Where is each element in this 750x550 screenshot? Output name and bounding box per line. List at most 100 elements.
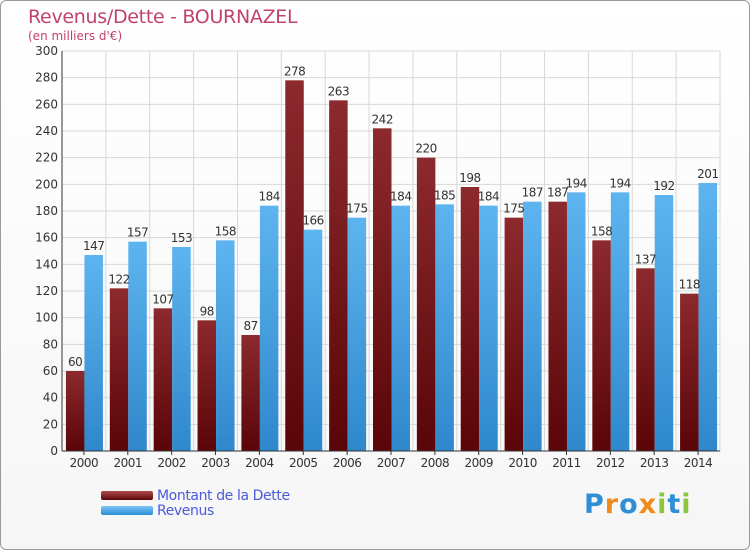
- x-tick-label: 2012: [596, 456, 625, 470]
- x-tick-label: 2005: [289, 456, 318, 470]
- y-tick-label: 60: [43, 364, 58, 378]
- data-label-revenus: 194: [609, 176, 630, 190]
- y-tick-label: 140: [35, 257, 58, 271]
- bar-debt: [241, 335, 260, 451]
- data-label-revenus: 201: [697, 167, 718, 181]
- data-label-debt: 263: [328, 84, 349, 98]
- data-label-debt: 278: [284, 64, 305, 78]
- bar-revenus: [566, 192, 586, 452]
- logo-letter: t: [667, 489, 682, 520]
- bar-revenus: [435, 204, 454, 451]
- data-label-debt: 187: [547, 186, 568, 200]
- data-label-debt: 198: [459, 171, 480, 185]
- data-label-debt: 60: [68, 355, 82, 369]
- bar-revenus: [523, 201, 542, 451]
- y-tick-label: 280: [35, 71, 58, 85]
- bar-revenus: [391, 205, 410, 451]
- chart-subtitle: (en milliers d'€): [28, 29, 123, 43]
- logo-letter: x: [638, 489, 658, 520]
- y-tick-label: 80: [43, 337, 58, 351]
- x-tick-label: 2010: [508, 456, 537, 470]
- data-label-revenus: 147: [83, 239, 104, 253]
- data-label-revenus: 194: [566, 176, 587, 190]
- y-tick-label: 180: [35, 204, 58, 218]
- label-layer: 60 147 122 157 107 153 98 158 87 184 278 166 263 175 2…: [68, 64, 719, 369]
- bar-revenus: [698, 183, 718, 451]
- bar-layer: [65, 80, 718, 452]
- legend-label-debt: Montant de la Dette: [157, 487, 290, 504]
- x-tick-label: 2002: [157, 456, 186, 470]
- bar-debt: [373, 128, 392, 451]
- axis-layer: 0 20 40 60 80 100 120 140 160 180 200 220 240 260 280 3…: [35, 44, 720, 470]
- bar-debt: [680, 293, 699, 451]
- bar-revenus: [84, 255, 103, 451]
- data-label-debt: 158: [591, 224, 612, 238]
- logo-letter: i: [657, 489, 668, 520]
- data-label-revenus: 175: [346, 202, 367, 216]
- x-tick-label: 2000: [70, 456, 99, 470]
- data-label-debt: 175: [503, 202, 524, 216]
- bar-debt: [153, 308, 173, 451]
- y-tick-label: 40: [43, 391, 58, 405]
- bar-debt: [329, 100, 348, 451]
- x-tick-label: 2009: [464, 456, 493, 470]
- bar-debt: [592, 240, 611, 451]
- bar-revenus: [654, 195, 674, 451]
- x-tick-label: 2014: [684, 456, 713, 470]
- data-label-revenus: 184: [478, 190, 499, 204]
- data-label-revenus: 192: [653, 179, 674, 193]
- data-label-debt: 118: [679, 278, 700, 292]
- data-label-revenus: 185: [434, 188, 455, 202]
- data-label-debt: 242: [372, 112, 393, 126]
- bar-debt: [636, 268, 655, 451]
- logo-letter: i: [681, 489, 692, 520]
- x-tick-label: 2003: [201, 456, 230, 470]
- data-label-debt: 107: [152, 292, 173, 306]
- bar-revenus: [479, 205, 498, 451]
- bar-debt: [416, 157, 436, 451]
- data-label-debt: 220: [415, 142, 436, 156]
- y-tick-label: 20: [43, 417, 58, 431]
- data-label-debt: 87: [244, 319, 258, 333]
- legend-swatch-debt: [101, 491, 153, 500]
- y-tick-label: 240: [35, 124, 58, 138]
- data-label-revenus: 153: [171, 231, 192, 245]
- bar-debt: [460, 187, 480, 451]
- bar-debt: [109, 288, 129, 451]
- y-tick-label: 100: [35, 311, 58, 325]
- proxiti-logo: Proxiti: [584, 489, 692, 520]
- bar-debt: [65, 371, 85, 451]
- x-tick-label: 2001: [114, 456, 143, 470]
- bar-revenus: [216, 240, 235, 451]
- data-label-debt: 98: [200, 304, 214, 318]
- bar-revenus: [347, 217, 367, 451]
- bar-revenus: [172, 247, 191, 451]
- legend-swatch-revenus: [101, 506, 153, 515]
- bar-debt: [548, 201, 567, 451]
- logo-letter: r: [604, 489, 620, 520]
- bar-debt: [504, 217, 524, 451]
- legend: Montant de la Dette Revenus: [101, 487, 290, 519]
- data-label-debt: 122: [108, 272, 129, 286]
- logo-letter: o: [619, 489, 639, 520]
- bar-debt: [285, 80, 304, 451]
- chart-title: Revenus/Dette - BOURNAZEL: [28, 6, 298, 28]
- data-label-debt: 137: [635, 252, 656, 266]
- data-label-revenus: 184: [258, 190, 279, 204]
- bar-revenus: [259, 205, 279, 451]
- bar-revenus: [610, 192, 630, 452]
- x-tick-label: 2006: [333, 456, 362, 470]
- data-label-revenus: 158: [215, 224, 236, 238]
- legend-item-debt: Montant de la Dette: [101, 487, 290, 504]
- bar-revenus: [303, 229, 323, 451]
- bar-debt: [197, 320, 217, 451]
- x-tick-label: 2011: [552, 456, 581, 470]
- x-tick-label: 2004: [245, 456, 274, 470]
- data-label-revenus: 187: [522, 186, 543, 200]
- legend-item-revenus: Revenus: [101, 503, 290, 519]
- logo-letter: P: [584, 489, 605, 520]
- data-label-revenus: 184: [390, 190, 411, 204]
- y-tick-label: 220: [35, 151, 58, 165]
